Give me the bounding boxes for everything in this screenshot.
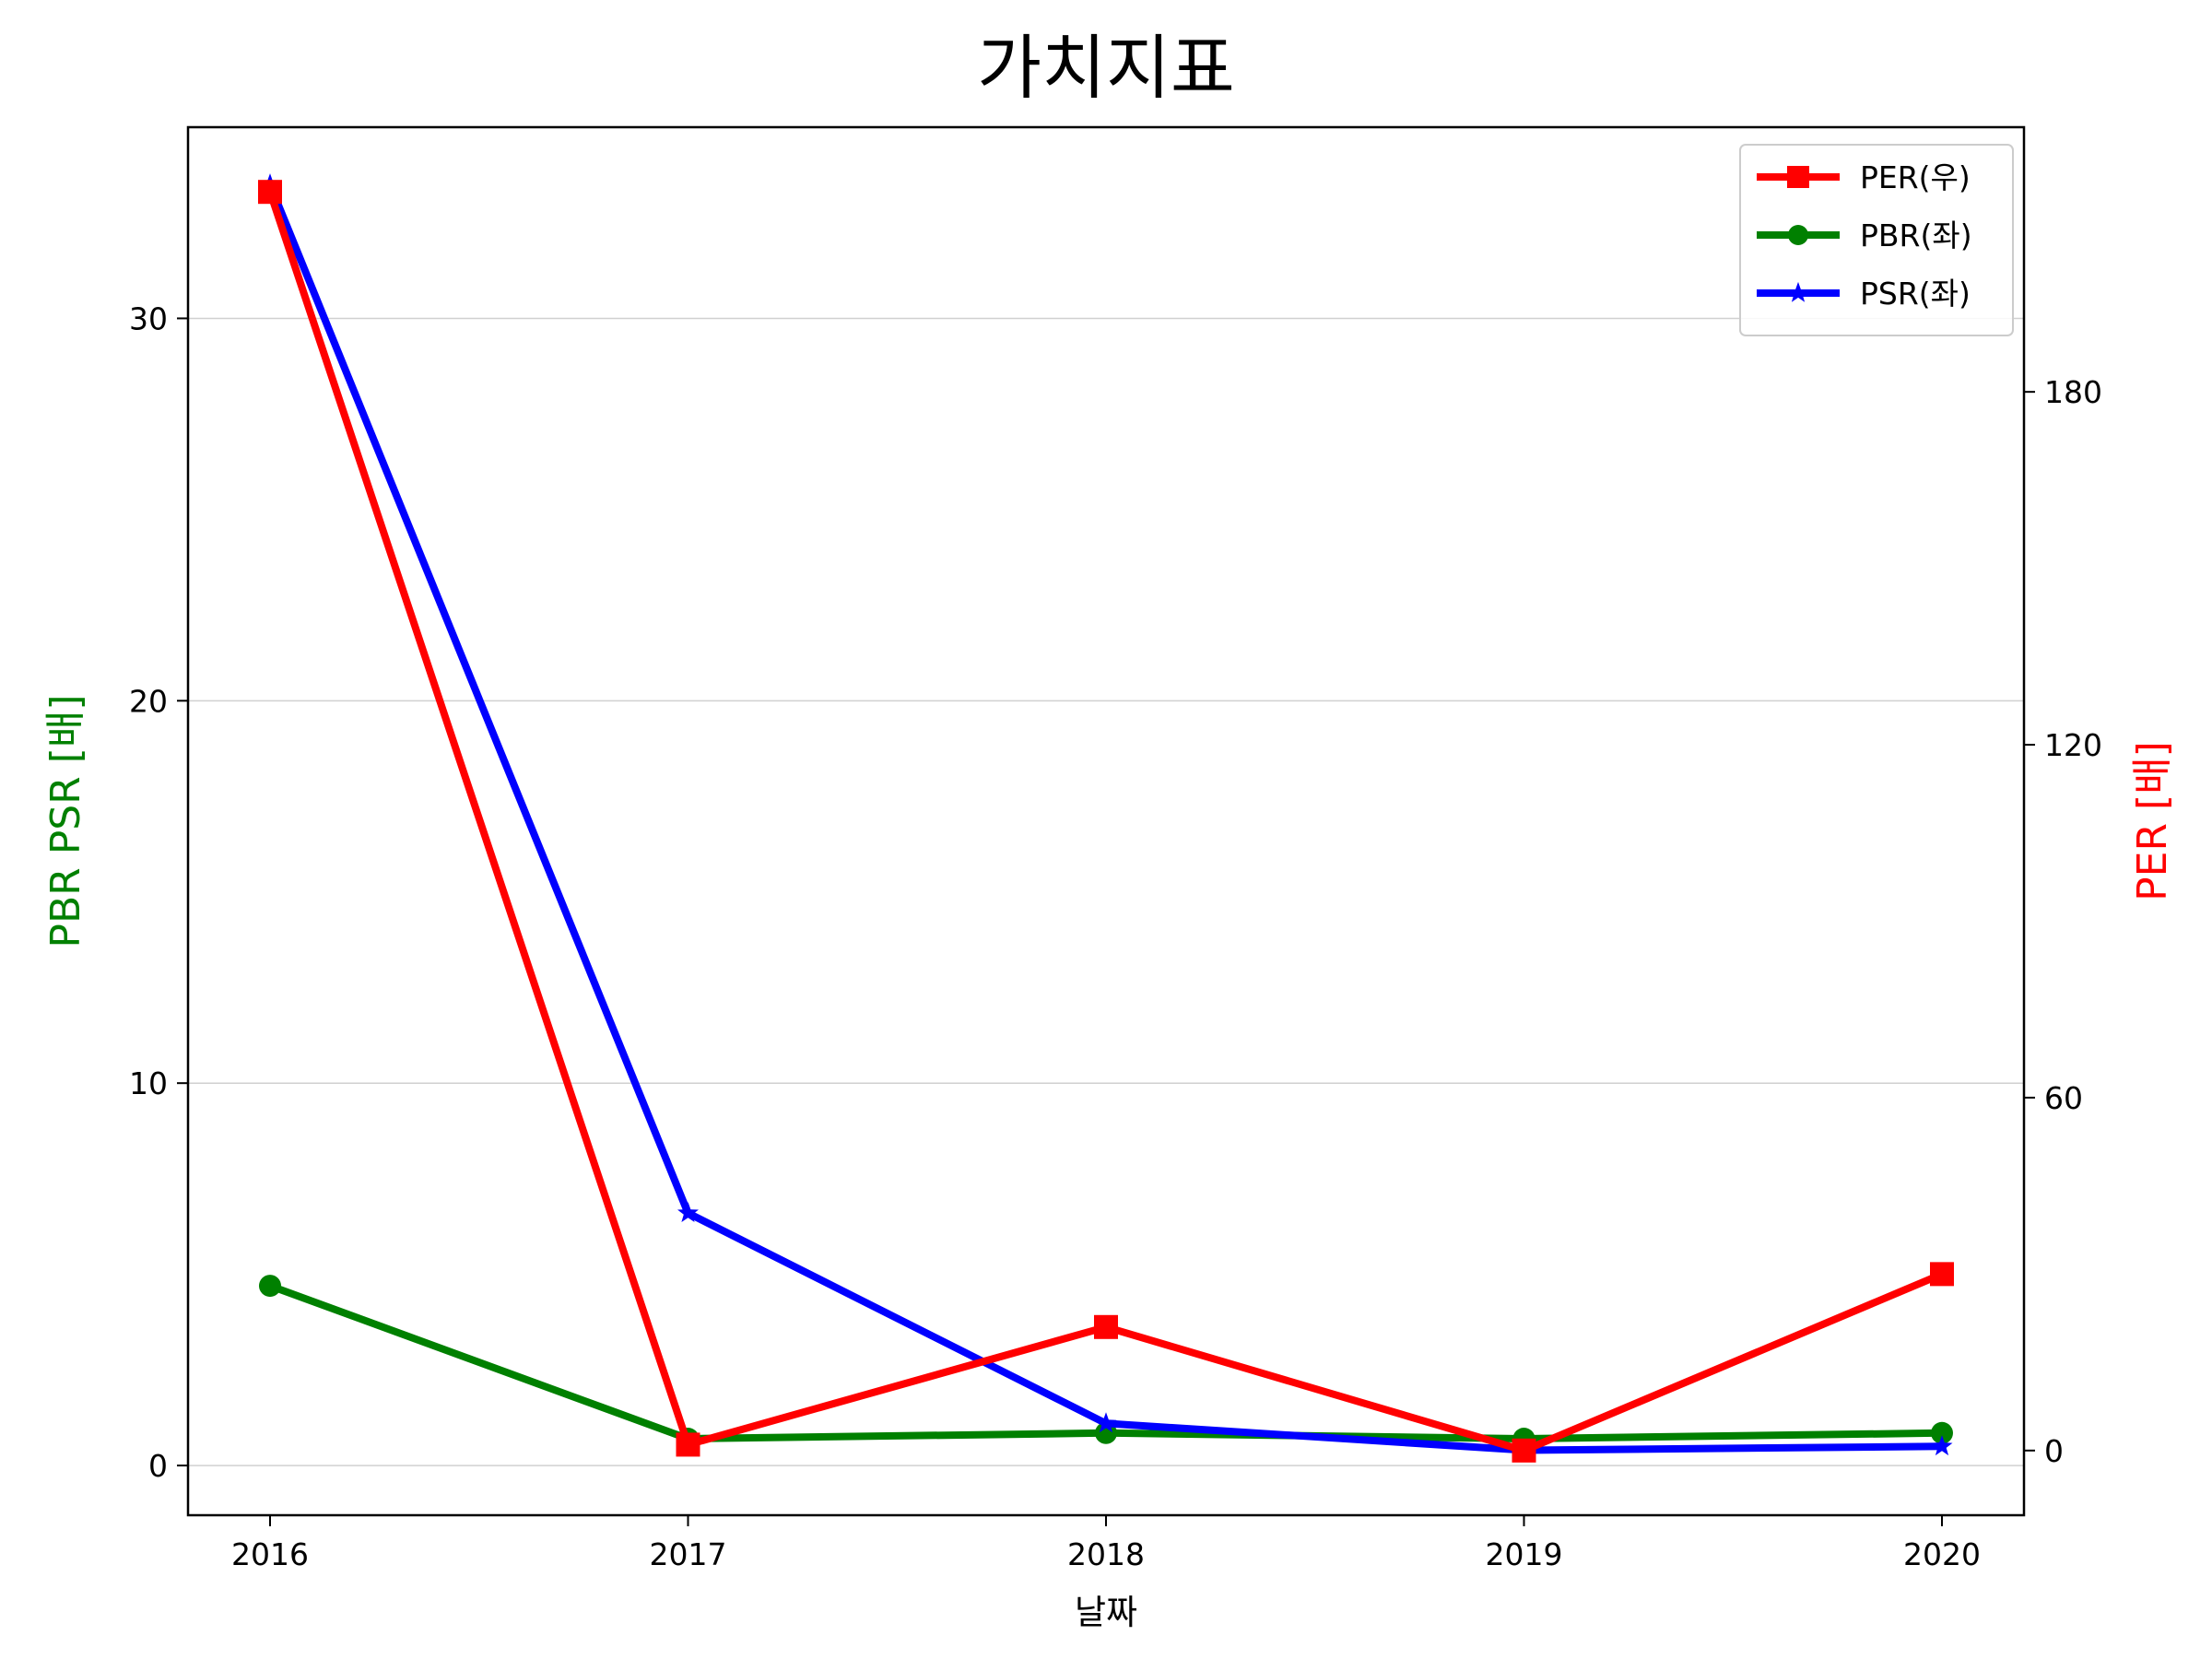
legend-item-pbr: PBR(좌) xyxy=(1757,218,1972,253)
y-left-tick-label: 30 xyxy=(129,300,168,336)
y-right-tick-label: 0 xyxy=(2044,1433,2064,1469)
legend-item-psr: PSR(좌) xyxy=(1757,276,1971,312)
grid xyxy=(188,317,2024,1466)
legend-label: PBR(좌) xyxy=(1860,218,1972,253)
y-left-tick-label: 0 xyxy=(148,1448,168,1484)
y-left-tick-label: 10 xyxy=(129,1065,168,1101)
y-left-tick-label: 20 xyxy=(129,683,168,719)
legend-marker xyxy=(1787,281,1809,302)
legend-box xyxy=(1739,144,2014,336)
x-tick-label: 2018 xyxy=(1067,1536,1145,1572)
legend-marker xyxy=(1787,166,1809,188)
data-point-pbr xyxy=(1931,1421,1953,1444)
data-point-pbr xyxy=(1095,1421,1117,1444)
y-right-tick-label: 60 xyxy=(2044,1080,2083,1116)
x-tick-label: 2017 xyxy=(650,1536,727,1572)
x-axis-label: 날짜 xyxy=(1075,1593,1137,1632)
data-point-per xyxy=(258,180,282,205)
legend: PER(우) PBR(좌) PSR(좌) xyxy=(1739,144,2014,336)
legend-item-per: PER(우) xyxy=(1757,159,1971,195)
legend-marker xyxy=(1788,225,1808,245)
data-point-pbr xyxy=(259,1275,281,1298)
data-point-psr xyxy=(1095,1412,1117,1433)
y-right-tick-label: 180 xyxy=(2044,374,2102,410)
x-tick-label: 2016 xyxy=(231,1536,309,1572)
y-axis-left-label: PBR PSR [배] xyxy=(42,694,89,947)
y-right-tick-label: 120 xyxy=(2044,727,2102,763)
data-point-per xyxy=(676,1432,700,1457)
legend-label: PER(우) xyxy=(1860,159,1971,195)
series-layer xyxy=(258,173,1954,1463)
ticks: 2016 2017 2018 2019 2020 0 10 20 30 0 60 120 180 xyxy=(129,300,2102,1572)
chart-title: 가치지표 xyxy=(977,27,1235,109)
data-point-per xyxy=(1512,1438,1536,1463)
series-psr xyxy=(259,173,1953,1460)
data-point-per xyxy=(1930,1262,1954,1287)
data-point-psr xyxy=(1931,1435,1953,1456)
data-point-psr xyxy=(677,1202,699,1222)
legend-label: PSR(좌) xyxy=(1860,276,1971,312)
y-axis-right-label: PER [배] xyxy=(2129,741,2176,901)
x-tick-label: 2019 xyxy=(1486,1536,1563,1572)
series-line-per xyxy=(266,190,1944,1454)
series-line-psr xyxy=(266,182,1943,1454)
x-tick-label: 2020 xyxy=(1903,1536,1981,1572)
data-point-per xyxy=(1094,1314,1118,1339)
series-per xyxy=(258,180,1954,1463)
